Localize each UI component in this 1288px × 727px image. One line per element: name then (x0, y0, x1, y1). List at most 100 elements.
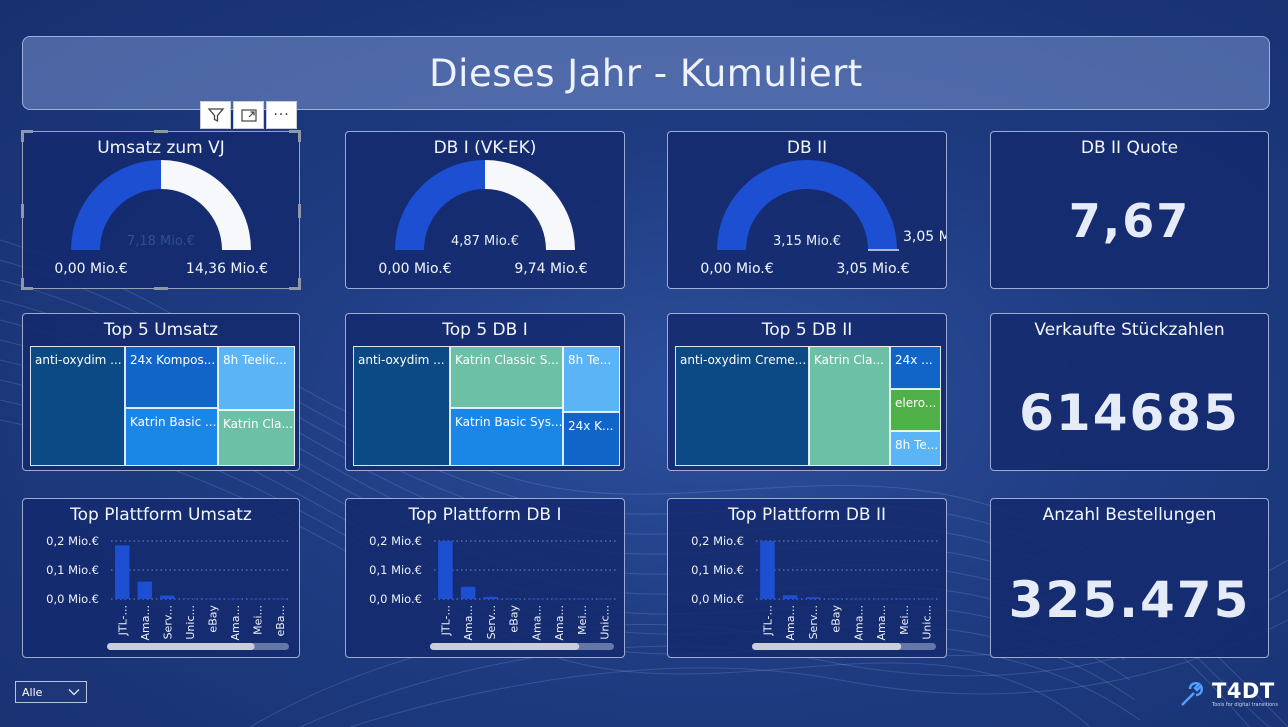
more-options-icon: ··· (273, 107, 290, 123)
gauge-value-label: 7,18 Mio.€ (127, 234, 195, 249)
treemap-card-top5-umsatz[interactable]: Top 5 Umsatz anti-oxydim ... 24x Kompos..… (22, 313, 300, 471)
bar[interactable] (160, 595, 175, 599)
x-tick-label: Ama... (462, 605, 475, 640)
x-tick-label: Mei... (251, 605, 264, 635)
gauge-value-arc (717, 160, 897, 250)
treemap-cell[interactable]: Katrin Classic S... (450, 346, 563, 408)
bar-chart-card-plattform-db2[interactable]: Top Plattform DB II 0,2 Mio.€ 0,1 Mio.€ 0,… (667, 498, 947, 658)
chart-title: Top Plattform Umsatz (70, 505, 252, 525)
gauge-value-arc (395, 160, 485, 250)
gauge-max-label: 9,74 Mio.€ (514, 261, 587, 277)
visual-header-toolbar: ··· (200, 101, 297, 129)
y-tick-label: 0,0 Mio.€ (46, 592, 99, 606)
treemap-cell[interactable]: 24x Kompos... (125, 346, 218, 408)
bar[interactable] (873, 598, 889, 600)
bar[interactable] (896, 598, 912, 600)
gauge-card-umsatz-vj[interactable]: Umsatz zum VJ 7,18 Mio.€ 0,00 Mio.€ 14,36 … (22, 131, 300, 289)
bar[interactable] (760, 541, 775, 599)
chart-title: Top Plattform DB I (408, 505, 562, 525)
logo-text: T4DT (1212, 679, 1275, 703)
bar[interactable] (115, 545, 130, 599)
x-tick-label: Serv... (485, 605, 498, 639)
scrollbar-thumb[interactable] (107, 643, 255, 650)
bar[interactable] (272, 598, 287, 600)
treemap-cell[interactable]: elero... (890, 389, 941, 431)
bar[interactable] (182, 598, 197, 600)
treemap-cell[interactable]: 24x ... (890, 346, 941, 389)
treemap-cell[interactable]: Katrin Cla... (218, 410, 295, 466)
gauge-card-db2[interactable]: DB II 3,15 Mio.€ 0,00 Mio.€ 3,05 Mio.€ 3,05… (667, 131, 947, 289)
wrench-logo-icon (1181, 682, 1203, 706)
scrollbar-thumb[interactable] (752, 643, 902, 650)
treemap-cell[interactable]: anti-oxydim ... (353, 346, 450, 466)
treemap-cell[interactable]: Katrin Basic Sys... (450, 408, 563, 466)
bar[interactable] (438, 541, 453, 599)
kpi-card-anzahl-bestellungen[interactable]: Anzahl Bestellungen 325.475 (990, 498, 1269, 658)
x-tick-label: eBay (508, 605, 521, 633)
kpi-title: Anzahl Bestellungen (1042, 505, 1217, 525)
kpi-value: 325.475 (1008, 571, 1251, 629)
bar[interactable] (250, 598, 265, 600)
bar[interactable] (574, 598, 590, 600)
x-tick-label: Mei... (576, 605, 589, 635)
slicer-dropdown[interactable]: Alle (15, 681, 87, 703)
bar[interactable] (597, 598, 612, 600)
treemap-cell[interactable]: Katrin Cla... (809, 346, 890, 466)
bar[interactable] (227, 598, 242, 600)
kpi-card-verkaufte-stueckzahlen[interactable]: Verkaufte Stückzahlen 614685 (990, 313, 1269, 471)
treemap-cell[interactable]: anti-oxydim Creme... (675, 346, 809, 466)
bar-chart-card-plattform-db1[interactable]: Top Plattform DB I 0,2 Mio.€ 0,1 Mio.€ 0,0… (345, 498, 625, 658)
bar[interactable] (205, 598, 220, 600)
bar[interactable] (529, 598, 544, 600)
filter-icon (207, 108, 224, 123)
bar[interactable] (782, 595, 798, 599)
y-tick-label: 0,0 Mio.€ (369, 592, 422, 606)
scrollbar-thumb[interactable] (430, 643, 580, 650)
treemap-cell[interactable]: Katrin Basic ... (125, 408, 218, 466)
gauge-card-db1[interactable]: DB I (VK-EK) 4,87 Mio.€ 0,00 Mio.€ 9,74 Mi… (345, 131, 625, 289)
gauge-value-label: 3,15 Mio.€ (773, 234, 841, 249)
treemap-cell[interactable]: 8h Teelic... (218, 346, 295, 410)
gauge-title: DB II (786, 138, 828, 158)
bar[interactable] (506, 598, 521, 600)
more-options-button[interactable]: ··· (266, 101, 297, 129)
treemap-cell[interactable]: 8h Te... (563, 346, 620, 412)
bar-chart: 0,2 Mio.€ 0,1 Mio.€ 0,0 Mio.€ JTL-... Ama...… (691, 534, 938, 650)
x-tick-label: Ama... (139, 605, 152, 640)
bar[interactable] (460, 586, 476, 599)
x-tick-label: Ama... (852, 605, 865, 640)
bar[interactable] (805, 597, 821, 599)
gauge-target-label: 3,05 Mio.€ (903, 229, 946, 245)
y-tick-label: 0,2 Mio.€ (369, 534, 422, 548)
bar[interactable] (919, 598, 934, 600)
x-tick-label: eBa... (274, 605, 287, 637)
x-tick-label: JTL-... (439, 605, 452, 636)
focus-mode-button[interactable] (233, 101, 264, 129)
y-tick-label: 0,1 Mio.€ (691, 563, 744, 577)
bar-chart: 0,2 Mio.€ 0,1 Mio.€ 0,0 Mio.€ JTL-... Ama...… (369, 534, 616, 650)
treemap-cell[interactable]: anti-oxydim ... (30, 346, 125, 466)
x-tick-label: Ama... (875, 605, 888, 640)
treemap-title: Top 5 DB II (761, 320, 853, 340)
x-tick-label: Serv... (807, 605, 820, 639)
x-tick-label: JTL-... (116, 605, 129, 636)
treemap-cell[interactable]: 24x K... (563, 412, 620, 466)
bar-chart-card-plattform-umsatz[interactable]: Top Plattform Umsatz 0,2 Mio.€ 0,1 Mio.€ 0… (22, 498, 300, 658)
kpi-card-db2-quote[interactable]: DB II Quote 7,67 (990, 131, 1269, 289)
treemap-title: Top 5 Umsatz (103, 320, 219, 340)
bar[interactable] (851, 598, 866, 600)
kpi-value: 614685 (1019, 384, 1240, 442)
x-tick-label: eBay (206, 605, 219, 633)
treemap-card-top5-db1[interactable]: Top 5 DB I anti-oxydim ... Katrin Classic… (345, 313, 625, 471)
gauge-min-label: 0,00 Mio.€ (54, 261, 127, 277)
bar[interactable] (137, 581, 152, 599)
bar[interactable] (551, 598, 567, 600)
bar[interactable] (828, 598, 843, 600)
treemap-cell[interactable]: 8h Te... (890, 431, 941, 466)
treemap-card-top5-db2[interactable]: Top 5 DB II anti-oxydim Creme... Katrin C… (667, 313, 947, 471)
x-tick-label: Ama... (229, 605, 242, 640)
gauge-min-label: 0,00 Mio.€ (378, 261, 451, 277)
page-title: Dieses Jahr - Kumuliert (429, 51, 863, 95)
filter-button[interactable] (200, 101, 231, 129)
bar[interactable] (483, 596, 499, 599)
